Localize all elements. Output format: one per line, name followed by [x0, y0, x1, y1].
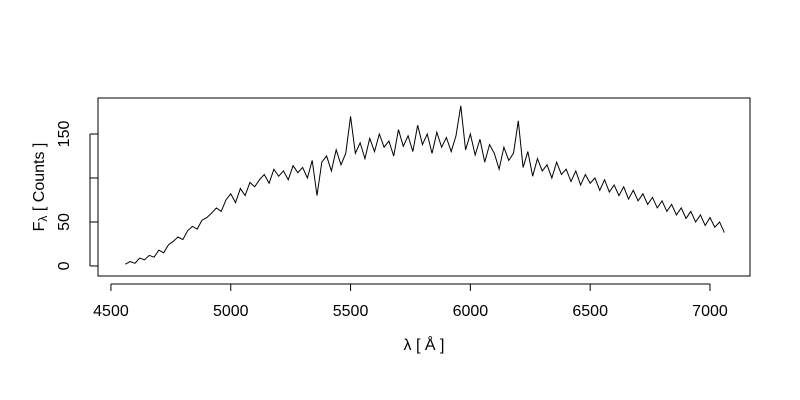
y-tick-label: 150 [56, 121, 73, 148]
x-tick-label: 7000 [692, 303, 728, 320]
y-axis-label: Fλ [ Counts ] [31, 143, 50, 232]
plot-frame [97, 97, 751, 277]
spectrum-line [125, 105, 725, 265]
y-label-main: F [31, 221, 48, 231]
x-tick-label: 4500 [93, 303, 129, 320]
x-axis-label: λ [ Å ] [404, 335, 445, 354]
x-tick-label: 6500 [572, 303, 608, 320]
y-tick-label: 0 [56, 261, 73, 270]
x-tick-label: 5500 [333, 303, 369, 320]
y-label-rest: [ Counts ] [31, 143, 48, 216]
y-label-sub: λ [36, 216, 50, 222]
y-tick-label: 50 [56, 213, 73, 231]
x-tick-label: 6000 [453, 303, 489, 320]
x-tick-label: 5000 [213, 303, 249, 320]
